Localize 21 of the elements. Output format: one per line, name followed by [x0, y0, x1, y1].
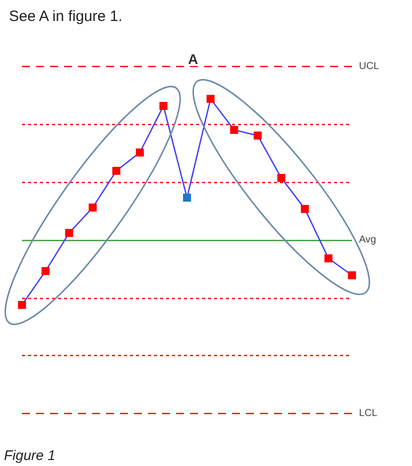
point — [65, 228, 74, 237]
text: A — [188, 51, 198, 67]
point — [42, 267, 50, 276]
chart-title: See A in figure 1. — [9, 8, 122, 25]
point — [112, 166, 120, 175]
point — [300, 204, 309, 213]
point — [206, 94, 215, 103]
point — [88, 204, 97, 212]
point — [277, 174, 286, 182]
point — [136, 148, 144, 156]
point — [18, 300, 26, 309]
ref-line-label: UCL — [359, 60, 380, 72]
ref-line-label: Avg — [359, 234, 376, 246]
point — [183, 194, 191, 202]
caption: Figure 1 — [4, 447, 56, 463]
point — [348, 271, 356, 280]
point — [230, 126, 238, 134]
point — [324, 254, 332, 262]
point — [254, 132, 262, 140]
point — [159, 102, 168, 110]
ref-line-label: LCL — [359, 408, 378, 420]
